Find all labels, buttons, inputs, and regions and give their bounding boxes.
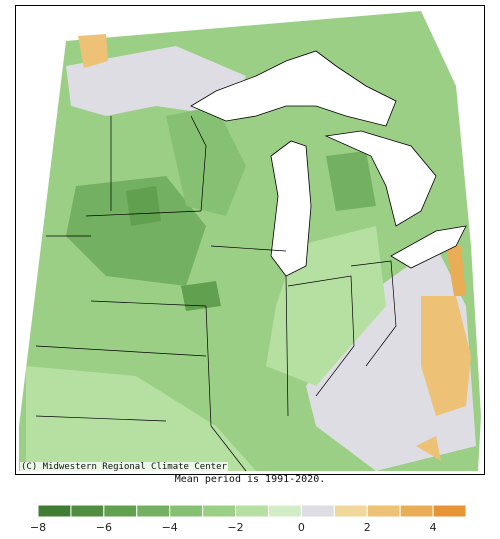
lake-superior xyxy=(190,50,397,127)
legend-tick-label: 0 xyxy=(298,521,305,534)
legend-tick-label: −2 xyxy=(227,521,243,534)
dark-green-center xyxy=(166,106,246,216)
legend-bin-8 xyxy=(300,504,335,518)
legend-bin-1 xyxy=(70,504,105,518)
anomaly-map xyxy=(19,11,481,472)
credit-text: (C) Midwestern Regional Climate Center xyxy=(20,462,228,472)
legend-bin-3 xyxy=(136,504,171,518)
period-note: Mean period is 1991-2020. xyxy=(174,474,326,485)
dark-green-west xyxy=(66,176,206,286)
legend-tick-label: −4 xyxy=(162,521,178,534)
legend-bin-4 xyxy=(169,504,204,518)
lake-michigan xyxy=(270,140,312,277)
legend-bin-11 xyxy=(399,504,434,518)
legend-tick-label: 4 xyxy=(430,521,437,534)
lake-erie xyxy=(390,225,467,269)
legend-bin-7 xyxy=(267,504,302,518)
neutral-area-north xyxy=(66,46,246,116)
dark-green-mi xyxy=(326,151,376,211)
lake-huron xyxy=(324,130,437,227)
legend-bin-5 xyxy=(202,504,237,518)
dark-green-spot-1 xyxy=(126,186,161,226)
legend-bin-12 xyxy=(432,504,467,518)
legend-bin-2 xyxy=(103,504,138,518)
dark-green-spot-2 xyxy=(181,281,221,311)
state-boundaries xyxy=(35,115,397,472)
legend-tick-label: −8 xyxy=(30,521,46,534)
legend-bin-9 xyxy=(333,504,368,518)
orange-patch-ohio xyxy=(421,296,471,416)
orange-patch-east xyxy=(446,246,466,296)
legend-tick-label: −6 xyxy=(96,521,112,534)
legend-bin-6 xyxy=(235,504,269,518)
legend-bin-10 xyxy=(366,504,401,518)
orange-patch-se xyxy=(416,436,441,461)
map-frame: (C) Midwestern Regional Climate Center xyxy=(15,5,485,475)
legend-bin-0 xyxy=(37,504,72,518)
legend-tick-label: 2 xyxy=(364,521,371,534)
light-green-zone-sw xyxy=(26,366,256,471)
orange-patch-nw xyxy=(78,34,108,68)
